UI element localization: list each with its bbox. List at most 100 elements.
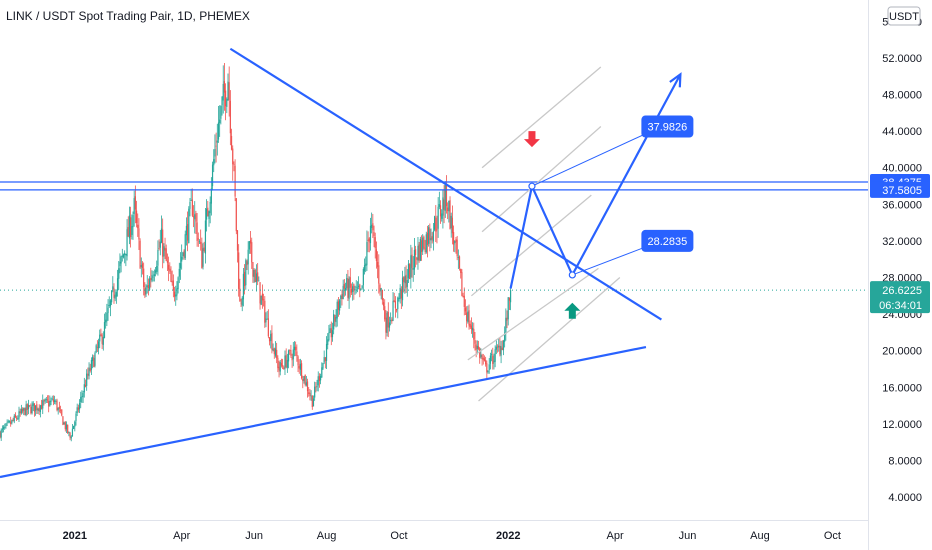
candle-body: [429, 228, 431, 241]
currency-label: USDT: [889, 11, 919, 23]
candle-body: [16, 417, 18, 419]
candle-body: [376, 261, 379, 267]
candle-body: [483, 358, 486, 361]
candle-body: [470, 325, 473, 330]
candle-body: [170, 271, 172, 282]
candle-body: [183, 250, 185, 257]
candle-body: [390, 319, 392, 322]
candle-body: [330, 328, 332, 338]
candle-body: [487, 370, 489, 373]
candle-body: [135, 210, 138, 223]
time-axis-label: 2022: [496, 530, 520, 542]
countdown-label: 06:34:01: [879, 300, 922, 312]
candle-body: [502, 340, 505, 351]
candle-body: [241, 297, 243, 306]
candle-body: [150, 277, 152, 281]
projection-path[interactable]: [509, 73, 682, 289]
candle-body: [419, 238, 421, 261]
candle-body: [417, 245, 419, 261]
candle-body: [105, 319, 107, 323]
candle-body: [368, 238, 370, 242]
price-annotation-box[interactable]: [641, 115, 694, 138]
candle-body: [63, 422, 65, 425]
candle-body: [227, 81, 229, 101]
price-axis[interactable]: 4.00008.000012.000016.000020.000024.0000…: [868, 0, 932, 550]
channel-line[interactable]: [467, 267, 599, 361]
candle-body: [179, 263, 182, 269]
candle-body: [263, 299, 265, 301]
candle-body: [197, 238, 199, 240]
candle-body: [211, 164, 214, 187]
candle-body: [507, 297, 509, 320]
candle-body: [271, 332, 273, 350]
candle-body: [74, 421, 76, 427]
candle-body: [297, 356, 299, 366]
candle-body: [26, 404, 28, 410]
candle-body: [76, 407, 78, 413]
candle-body: [435, 217, 437, 232]
candle-body: [339, 300, 341, 311]
candle-body: [437, 206, 439, 229]
candle-body: [172, 280, 174, 291]
candle-body: [492, 355, 494, 364]
candle-body: [45, 399, 47, 400]
candle-body: [508, 297, 511, 301]
channel-line[interactable]: [478, 277, 621, 402]
candle-body: [90, 359, 93, 370]
candle-body: [357, 285, 360, 287]
candle-body: [175, 294, 177, 297]
candle-body: [432, 231, 435, 242]
ascending-support-trendline[interactable]: [0, 345, 647, 479]
time-axis[interactable]: 2021 Apr Jun Aug Oct 2022 Apr Jun Aug Oct: [0, 520, 932, 550]
candle-body: [506, 317, 508, 321]
time-axis-label: Jun: [245, 530, 263, 542]
candle-body: [286, 359, 288, 368]
candle-body: [100, 333, 102, 336]
channel-line[interactable]: [481, 126, 602, 233]
candle-body: [375, 249, 378, 261]
candle-body: [268, 337, 271, 342]
candle-body: [382, 302, 385, 306]
candle-body: [230, 136, 233, 150]
candle-body: [130, 217, 132, 237]
candle-body: [298, 365, 300, 369]
candle-body: [352, 286, 354, 293]
candle-body: [406, 279, 408, 287]
candle-body: [214, 149, 216, 157]
candle-body: [198, 241, 201, 243]
candle-body: [40, 405, 43, 410]
candle-body: [471, 327, 474, 331]
candle-body: [244, 271, 246, 287]
candle-body: [354, 289, 356, 291]
currency-button[interactable]: [887, 6, 921, 26]
candle-body: [411, 254, 413, 268]
candle-body: [468, 310, 470, 326]
candle-body: [485, 360, 487, 365]
candle-body: [394, 301, 397, 309]
projection-arrowhead: [669, 72, 682, 88]
candle-body: [121, 255, 123, 257]
candle-body: [137, 224, 139, 229]
candle-body: [431, 236, 433, 240]
candle-body: [498, 345, 500, 348]
channel-line[interactable]: [481, 66, 602, 169]
candle-body: [54, 400, 56, 403]
channel-line[interactable]: [470, 194, 592, 297]
candle-body: [365, 263, 367, 266]
candle-body: [312, 398, 315, 407]
candle-body: [154, 270, 157, 273]
candle-body: [50, 400, 52, 402]
candle-body: [489, 355, 492, 364]
candle-body: [378, 265, 380, 284]
candle-body: [228, 82, 230, 101]
candle-body: [504, 332, 506, 342]
candle-body: [33, 403, 36, 412]
candle-body: [480, 354, 482, 357]
candle-body: [251, 242, 253, 263]
descending-resistance-trendline[interactable]: [229, 47, 662, 321]
candle-body: [196, 222, 198, 242]
candle-body: [210, 188, 212, 204]
price-annotation-box[interactable]: [641, 229, 694, 252]
drawing-layer[interactable]: 37.9826 28.2835: [0, 47, 868, 479]
